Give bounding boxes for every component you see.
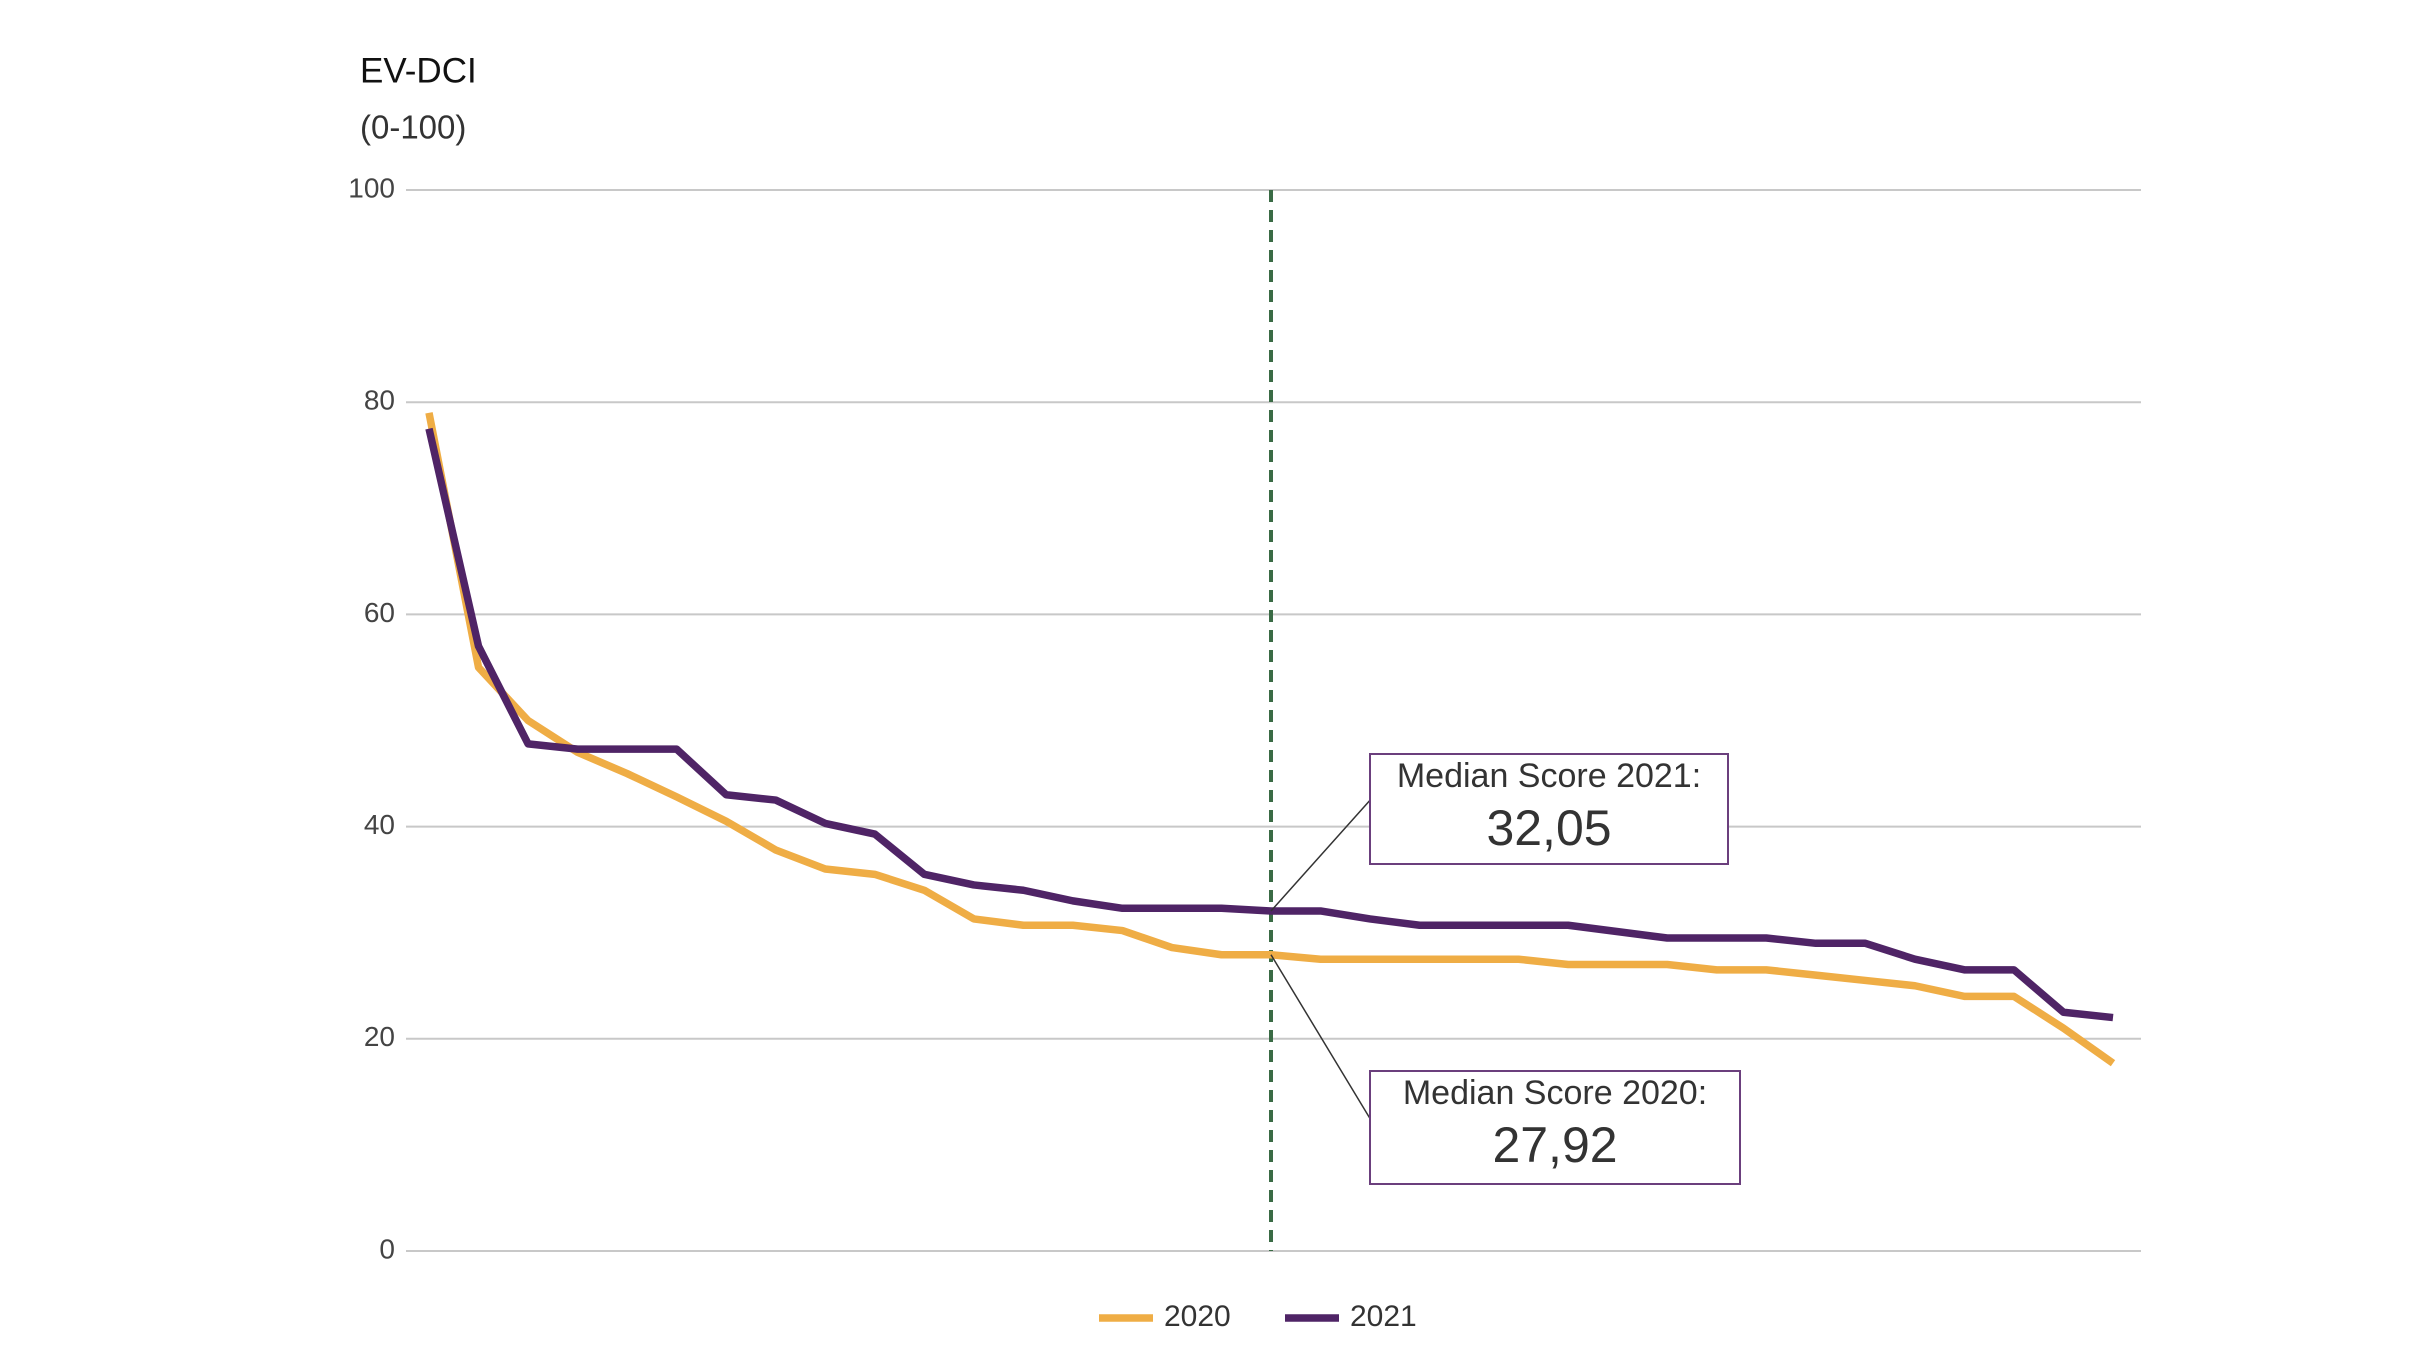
y-tick-label: 80 [364,385,395,416]
y-tick-label: 40 [364,809,395,840]
series-line [425,427,2114,1022]
y-tick-label: 100 [348,172,395,203]
annotation-label: Median Score 2021: [1397,757,1701,795]
annotation-label: Median Score 2020: [1403,1074,1707,1112]
legend-label: 2020 [1164,1300,1231,1333]
annotation-value: 32,05 [1486,800,1611,856]
y-axis-unit: (0-100) [360,109,466,146]
y-tick-label: 20 [364,1021,395,1052]
legend-label: 2021 [1350,1300,1417,1333]
y-tick-label: 0 [379,1233,395,1264]
y-tick-label: 60 [364,597,395,628]
leader-line [1270,799,1371,912]
annotation-box [1369,1070,1741,1185]
annotation-box [1369,753,1729,865]
leader-line [1270,954,1371,1119]
annotation-value: 27,92 [1492,1117,1617,1173]
y-axis-title: EV-DCI [360,51,477,90]
